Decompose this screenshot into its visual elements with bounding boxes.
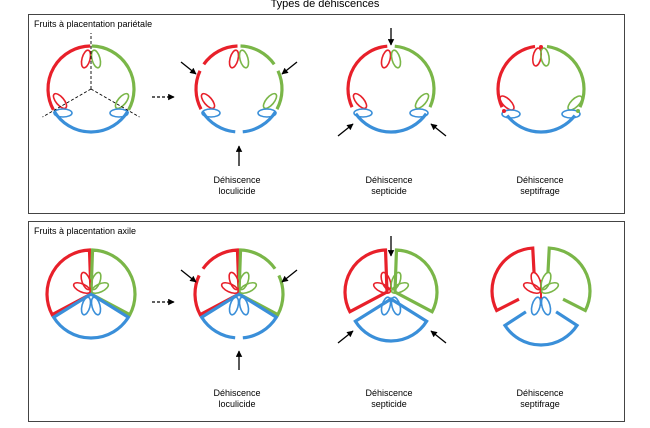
locule-red-split	[193, 248, 241, 317]
parietal-loculicide-ovule-blue-right	[257, 108, 277, 118]
axile-split-arrow-right	[430, 330, 447, 344]
axile-split-arrow-right	[281, 269, 298, 283]
split-arrow-left	[180, 61, 197, 75]
caption-parietal-septicide: Déhiscence septicide	[365, 175, 413, 196]
parietal-intact-ovule-green-right	[114, 92, 130, 110]
valve-blue-a	[242, 110, 277, 134]
parietal-intact-ovule-blue-left	[53, 108, 73, 118]
axile-intact-ovule-green-b	[90, 271, 102, 291]
axile-septifrage-ovule-green-b	[540, 271, 552, 291]
axile-split-arrow-left	[337, 330, 354, 344]
axile-loculicide-ovule-blue-a	[228, 296, 240, 316]
wall-blue	[502, 310, 580, 347]
valve-green-a	[240, 44, 276, 66]
valve-red-b	[194, 70, 203, 110]
axile-intact-ovule-red-b	[80, 271, 92, 291]
locule-blue-split	[199, 292, 279, 340]
caption-axile-septicide: Déhiscence septicide	[365, 388, 413, 409]
parietal-loculicide-ovule-red-left	[200, 92, 216, 110]
axile-septicide-ovule-red-b	[380, 271, 392, 291]
parietal-septicide-ovule-green-right	[414, 92, 430, 110]
panel-label-parietal: Fruits à placentation pariétale	[34, 19, 153, 29]
caption-axile-septifrage: Déhiscence septifrage	[516, 388, 564, 409]
parietal-loculicide-ovule-green-right	[262, 92, 278, 110]
parietal-loculicide-ovule-green-top	[238, 49, 250, 69]
diagram-title: Types de déhiscences	[270, 0, 380, 10]
valve-red	[496, 44, 536, 108]
parietal-intact-ovule-red-top	[80, 49, 92, 69]
parietal-septicide-ovule-red-top	[380, 49, 392, 69]
axile-loculicide-ovule-blue-b	[238, 296, 250, 316]
valve-red	[346, 44, 388, 108]
carpel-wall-red	[46, 44, 91, 111]
split-arrow-left	[337, 123, 354, 137]
valve-blue	[505, 114, 577, 134]
axile-split-arrow-left	[180, 269, 197, 283]
axile-septicide-ovule-blue-b	[390, 296, 402, 316]
parietal-loculicide-ovule-blue-left	[201, 108, 221, 118]
axile-septifrage-ovule-blue-b	[540, 296, 552, 316]
valve-green	[394, 44, 436, 108]
caption-parietal-septifrage: Déhiscence septifrage	[516, 175, 564, 196]
septifrage-ovule-blue-left	[501, 109, 521, 119]
axile-loculicide-ovule-red-b	[228, 271, 240, 291]
parietal-septicide-ovule-blue-left	[353, 108, 373, 118]
parietal-intact-ovule-green-top	[90, 49, 102, 69]
locule-blue	[51, 292, 131, 340]
carpel-wall-blue	[52, 110, 130, 134]
caption-axile-loculicide: Déhiscence loculicide	[213, 388, 261, 409]
septifrage-ovule-green-top	[539, 47, 551, 67]
axile-intact-ovule-blue-b	[90, 296, 102, 316]
parietal-septicide-ovule-red-left	[352, 92, 368, 110]
parietal-intact-ovule-red-left	[52, 92, 68, 110]
wall-green	[546, 246, 592, 313]
parietal-loculicide-ovule-red-top	[228, 49, 240, 69]
axile-septifrage-ovule-red-b	[530, 271, 542, 291]
septifrage-ovule-blue-right	[561, 109, 581, 119]
locule-green-split	[237, 248, 285, 317]
parietal-intact-ovule-blue-right	[109, 108, 129, 118]
carpel-wall-green	[91, 44, 136, 111]
septum-line-2	[42, 88, 92, 118]
axile-septifrage-ovule-blue-a	[530, 296, 542, 316]
split-arrow-right	[430, 123, 447, 137]
panel-label-axile: Fruits à placentation axile	[34, 226, 137, 236]
valve-blue	[354, 112, 428, 134]
valve-blue-b	[201, 110, 236, 134]
valve-red-a	[202, 44, 238, 66]
locule-red	[45, 248, 93, 317]
locule-green	[393, 248, 439, 314]
panel-parietal: Fruits à placentation pariétale	[28, 14, 625, 214]
septum-line-1	[90, 88, 140, 118]
parietal-septicide-ovule-blue-right	[409, 108, 429, 118]
locule-green	[89, 248, 137, 317]
axile-septicide-ovule-green-b	[390, 271, 402, 291]
valve-green	[546, 44, 586, 108]
wall-red	[490, 246, 536, 313]
parietal-septicide-ovule-green-top	[390, 49, 402, 69]
column-dot-left	[502, 109, 506, 113]
locule-red	[343, 248, 389, 314]
column-dot-right	[576, 109, 580, 113]
axile-intact-ovule-blue-a	[80, 296, 92, 316]
axile-septicide-ovule-blue-a	[380, 296, 392, 316]
valve-green-b	[275, 70, 284, 110]
locule-blue	[353, 297, 429, 343]
split-arrow-right	[281, 61, 298, 75]
axile-loculicide-ovule-green-b	[238, 271, 250, 291]
caption-parietal-loculicide: Déhiscence loculicide	[213, 175, 261, 196]
panel-axile: Fruits à placentation axile	[28, 221, 625, 422]
column-dot-top	[539, 45, 543, 49]
